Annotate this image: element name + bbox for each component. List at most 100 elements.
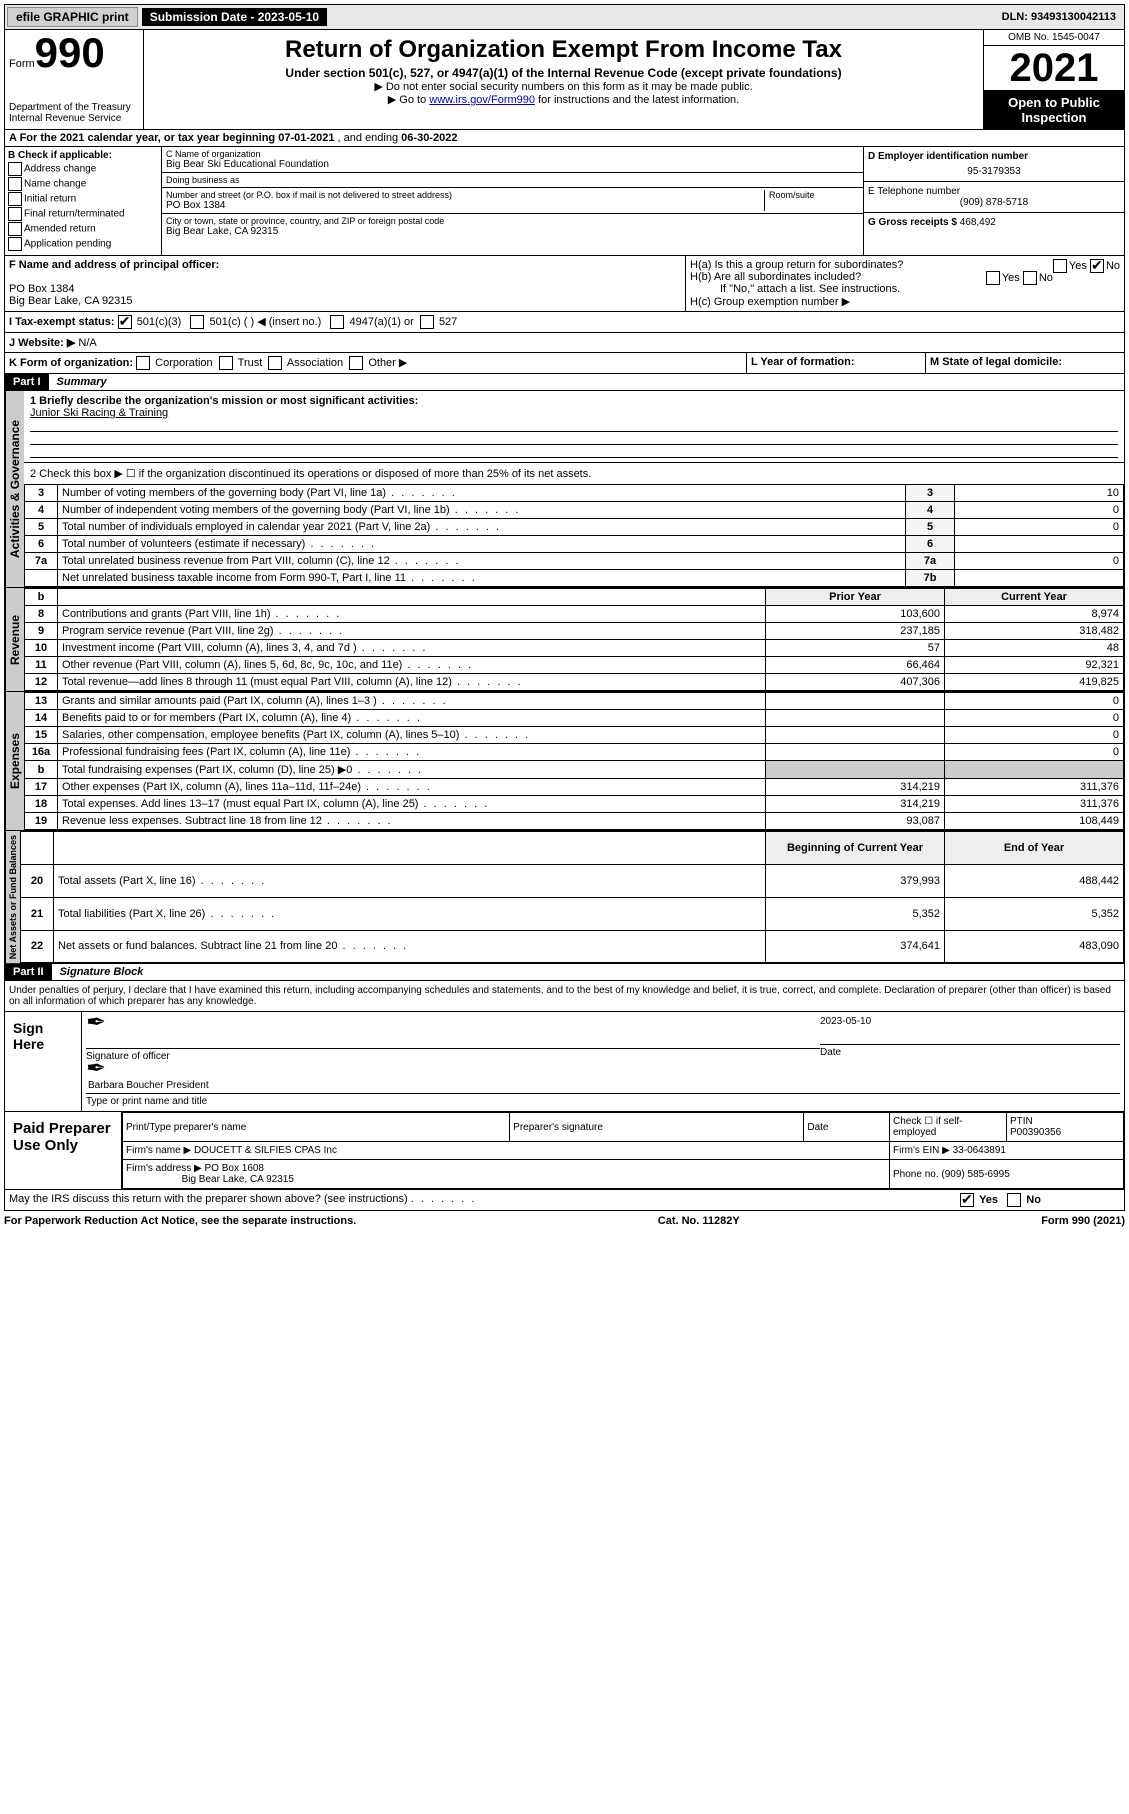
form-header: Form990 Department of the Treasury Inter… (4, 30, 1125, 130)
website-value: N/A (78, 337, 96, 349)
addr-lbl: Firm's address ▶ (126, 1163, 202, 1174)
i-o3: 4947(a)(1) or (350, 316, 414, 328)
chk-trust[interactable] (219, 356, 233, 370)
c-city-lbl: City or town, state or province, country… (166, 216, 859, 226)
phone-value: (909) 878-5718 (868, 197, 1120, 208)
part2-title: Signature Block (52, 966, 144, 978)
prep-h1: Print/Type preparer's name (123, 1113, 510, 1142)
chk-name[interactable]: Name change (8, 177, 158, 191)
irs-link[interactable]: www.irs.gov/Form990 (429, 94, 535, 106)
i-o2: 501(c) ( ) ◀ (insert no.) (210, 316, 322, 328)
chk-initial[interactable]: Initial return (8, 192, 158, 206)
q1-lbl: 1 Briefly describe the organization's mi… (30, 395, 418, 407)
prep-h3: Date (804, 1113, 890, 1142)
q2-text: 2 Check this box ▶ ☐ if the organization… (24, 463, 1124, 484)
top-bar: efile GRAPHIC print Submission Date - 20… (4, 4, 1125, 30)
gov-table: 3Number of voting members of the governi… (24, 484, 1124, 587)
dln: DLN: 93493130042113 (1002, 11, 1122, 23)
header-sub1: Under section 501(c), 527, or 4947(a)(1)… (148, 66, 979, 80)
irs-label: Internal Revenue Service (9, 113, 139, 124)
prep-lbl: Paid Preparer Use Only (5, 1112, 122, 1189)
na-section: Net Assets or Fund Balances Beginning of… (4, 831, 1125, 964)
box-b-title: B Check if applicable: (8, 150, 112, 161)
row-j: J Website: ▶ N/A (4, 333, 1125, 353)
discuss-yes-chk[interactable] (960, 1193, 974, 1207)
c-name-lbl: C Name of organization (166, 149, 859, 159)
sign-here-lbl: Sign Here (5, 1012, 82, 1111)
row-a-mid: , and ending (338, 132, 402, 144)
discuss-q: May the IRS discuss this return with the… (9, 1193, 408, 1205)
sub3-post: for instructions and the latest informat… (535, 94, 739, 106)
side-na: Net Assets or Fund Balances (5, 831, 20, 963)
firm-addr1: PO Box 1608 (205, 1163, 264, 1174)
part2-header: Part II Signature Block (4, 964, 1125, 981)
mission-text: Junior Ski Racing & Training (30, 407, 168, 419)
chk-pending[interactable]: Application pending (8, 237, 158, 251)
form-word: Form (9, 58, 35, 70)
hb-text: H(b) Are all subordinates included? (690, 271, 861, 283)
chk-527[interactable] (420, 315, 434, 329)
firm-ein: 33-0643891 (953, 1145, 1006, 1156)
sig-date-val: 2023-05-10 (820, 1016, 1120, 1027)
omb-number: OMB No. 1545-0047 (984, 30, 1124, 46)
row-klm: K Form of organization: Corporation Trus… (4, 353, 1125, 374)
box-d: D Employer identification number 95-3179… (863, 147, 1124, 255)
box-b: B Check if applicable: Address change Na… (5, 147, 162, 255)
k-lbl: K Form of organization: (9, 357, 133, 369)
chk-other[interactable] (349, 356, 363, 370)
tax-year: 2021 (984, 46, 1124, 91)
prep-h4a: Check ☐ if self-employed (890, 1113, 1007, 1142)
f-line2: Big Bear Lake, CA 92315 (9, 295, 133, 307)
chk-501c[interactable] (190, 315, 204, 329)
chk-501c3[interactable] (118, 315, 132, 329)
ha-text: H(a) Is this a group return for subordin… (690, 259, 903, 271)
hb-note: If "No," attach a list. See instructions… (690, 283, 1120, 295)
chk-final[interactable]: Final return/terminated (8, 207, 158, 221)
chk-address[interactable]: Address change (8, 162, 158, 176)
preparer-block: Paid Preparer Use Only Print/Type prepar… (4, 1112, 1125, 1190)
open-public: Open to Public Inspection (984, 91, 1124, 129)
sig-declaration: Under penalties of perjury, I declare th… (4, 981, 1125, 1012)
i-o1: 501(c)(3) (137, 316, 182, 328)
part1-num: Part I (5, 374, 49, 390)
part1-title: Summary (49, 376, 107, 388)
officer-name-lbl: Type or print name and title (86, 1096, 1120, 1107)
part1-header: Part I Summary (4, 374, 1125, 391)
sig-date-lbl: Date (820, 1047, 1120, 1058)
org-name: Big Bear Ski Educational Foundation (166, 159, 859, 170)
footer-center: Cat. No. 11282Y (658, 1215, 740, 1227)
exp-table: 13Grants and similar amounts paid (Part … (24, 692, 1124, 830)
prep-h2: Preparer's signature (510, 1113, 804, 1142)
discuss-yes: Yes (979, 1194, 998, 1206)
discuss-row: May the IRS discuss this return with the… (4, 1190, 1125, 1211)
c-dba-lbl: Doing business as (166, 175, 859, 185)
efile-button[interactable]: efile GRAPHIC print (7, 7, 138, 27)
chk-amended[interactable]: Amended return (8, 222, 158, 236)
box-c: C Name of organization Big Bear Ski Educ… (162, 147, 863, 255)
rev-table: bPrior YearCurrent Year8Contributions an… (24, 588, 1124, 691)
row-a-tax-year: A For the 2021 calendar year, or tax yea… (4, 130, 1125, 147)
side-exp: Expenses (5, 692, 24, 830)
prep-table: Print/Type preparer's name Preparer's si… (122, 1112, 1124, 1189)
header-right: OMB No. 1545-0047 2021 Open to Public In… (983, 30, 1124, 129)
rev-section: Revenue bPrior YearCurrent Year8Contribu… (4, 588, 1125, 692)
row-a-pre: A For the 2021 calendar year, or tax yea… (9, 132, 278, 144)
f-lbl: F Name and address of principal officer: (9, 259, 219, 271)
chk-4947[interactable] (330, 315, 344, 329)
row-fh: F Name and address of principal officer:… (4, 256, 1125, 312)
chk-corp[interactable] (136, 356, 150, 370)
discuss-no-chk[interactable] (1007, 1193, 1021, 1207)
discuss-no: No (1026, 1194, 1041, 1206)
org-city: Big Bear Lake, CA 92315 (166, 226, 859, 237)
i-lbl: I Tax-exempt status: (9, 316, 115, 328)
officer-name: Barbara Boucher President (86, 1078, 1120, 1094)
ha-row: H(a) Is this a group return for subordin… (690, 259, 1120, 271)
exp-section: Expenses 13Grants and similar amounts pa… (4, 692, 1125, 831)
chk-assoc[interactable] (268, 356, 282, 370)
submission-date: Submission Date - 2023-05-10 (142, 8, 327, 26)
tax-year-begin: 07-01-2021 (278, 132, 334, 144)
firm-phone: (909) 585-6995 (941, 1169, 1009, 1180)
org-street: PO Box 1384 (166, 200, 764, 211)
phone-lbl2: Phone no. (893, 1169, 939, 1180)
sign-here-block: Sign Here ✒ Signature of officer 2023-05… (4, 1012, 1125, 1112)
